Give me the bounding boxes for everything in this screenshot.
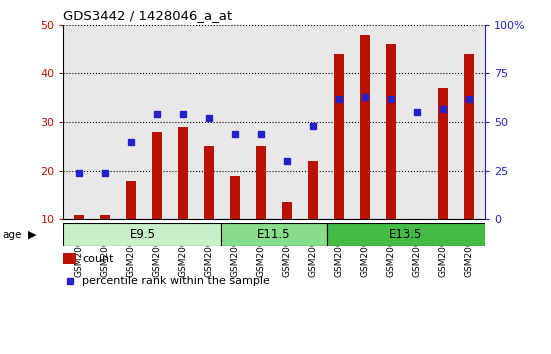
Text: ▶: ▶	[28, 229, 36, 240]
Text: age: age	[3, 229, 22, 240]
Bar	[464, 54, 474, 219]
Bar	[152, 132, 162, 219]
Text: count: count	[82, 253, 114, 263]
Bar	[100, 215, 110, 219]
Bar	[438, 88, 449, 219]
Text: percentile rank within the sample: percentile rank within the sample	[82, 276, 270, 286]
Bar	[308, 161, 318, 219]
Bar	[63, 253, 76, 264]
Bar	[178, 127, 188, 219]
Bar	[386, 44, 396, 219]
Bar	[334, 54, 344, 219]
Text: GDS3442 / 1428046_a_at: GDS3442 / 1428046_a_at	[63, 9, 233, 22]
Text: E9.5: E9.5	[129, 228, 155, 241]
Bar	[230, 176, 240, 219]
Bar	[360, 34, 370, 219]
Text: E13.5: E13.5	[389, 228, 423, 241]
Bar	[74, 215, 84, 219]
Bar	[126, 181, 136, 219]
Text: E11.5: E11.5	[257, 228, 291, 241]
Bar	[222, 223, 327, 246]
Bar	[282, 202, 293, 219]
Bar	[63, 223, 222, 246]
Bar	[204, 147, 214, 219]
Bar	[327, 223, 485, 246]
Bar	[256, 147, 266, 219]
